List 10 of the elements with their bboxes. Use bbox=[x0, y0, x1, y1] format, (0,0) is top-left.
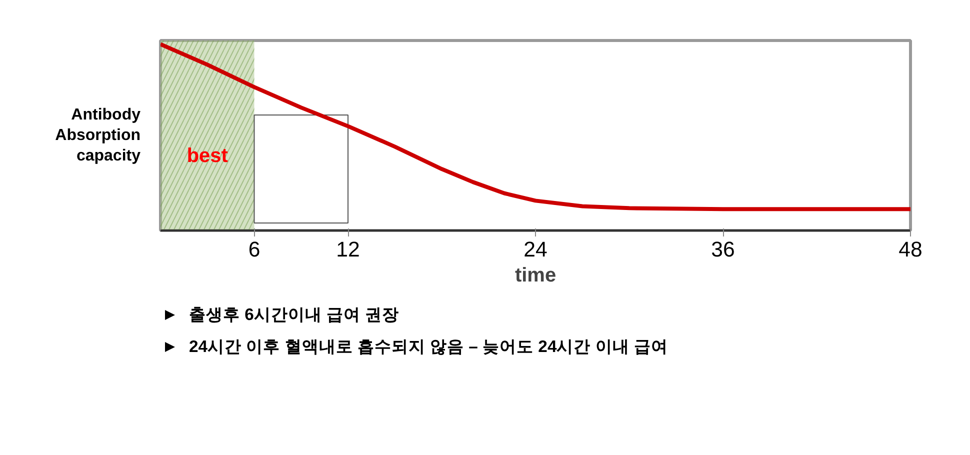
x-tick-label: 48 bbox=[898, 238, 922, 262]
x-tick-label: 6 bbox=[248, 238, 260, 262]
band-label: best bbox=[186, 145, 228, 168]
x-tick-label: 12 bbox=[336, 238, 360, 262]
text: 24시간 이후 혈액내로 흡수되지 않음 – 늦어도 24시간 이내 급여 bbox=[188, 336, 668, 358]
x-tick-label: 36 bbox=[711, 238, 735, 262]
y-axis-title: Antibody Absorption capacity bbox=[55, 106, 141, 164]
x-axis-title: time bbox=[514, 264, 556, 286]
text: 출생후 6시간이내 급여 권장 bbox=[188, 304, 400, 326]
x-tick-label: 24 bbox=[524, 238, 548, 262]
